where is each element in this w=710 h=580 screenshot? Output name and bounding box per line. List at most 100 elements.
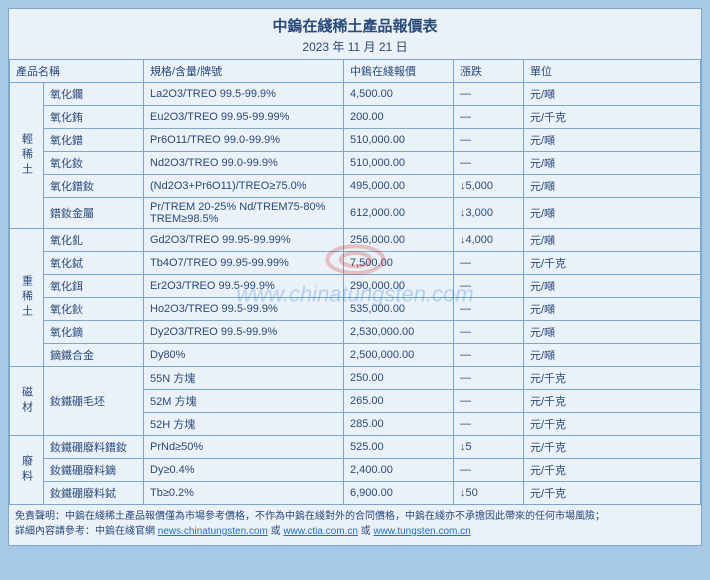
cell-change: —	[454, 390, 524, 413]
cell-change: ↓5	[454, 436, 524, 459]
table-row: 鐠釹金屬Pr/TREM 20-25% Nd/TREM75-80% TREM≥98…	[10, 198, 701, 229]
table-row: 氧化釹Nd2O3/TREO 99.0-99.9%510,000.00—元/噸	[10, 152, 701, 175]
cell-price: 510,000.00	[344, 129, 454, 152]
product-name: 氧化鏑	[44, 321, 144, 344]
group-label: 重稀土	[10, 229, 44, 367]
table-row: 氧化鏑Dy2O3/TREO 99.5-99.9%2,530,000.00—元/噸	[10, 321, 701, 344]
cell-change: ↓5,000	[454, 175, 524, 198]
cell-unit: 元/噸	[524, 229, 701, 252]
cell-unit: 元/千克	[524, 252, 701, 275]
cell-unit: 元/噸	[524, 83, 701, 106]
footer: 免責聲明：中鎢在綫稀土產品報價僅為市場參考價格，不作為中鎢在綫對外的合同價格，中…	[9, 505, 701, 545]
table-row: 氧化銪Eu2O3/TREO 99.95-99.99%200.00—元/千克	[10, 106, 701, 129]
cell-price: 250.00	[344, 367, 454, 390]
product-name: 氧化鐠	[44, 129, 144, 152]
table-title: 中鎢在綫稀土產品報價表	[9, 9, 701, 38]
group-label: 輕稀土	[10, 83, 44, 229]
cell-price: 265.00	[344, 390, 454, 413]
cell-unit: 元/噸	[524, 298, 701, 321]
cell-price: 2,500,000.00	[344, 344, 454, 367]
cell-spec: 55N 方塊	[144, 367, 344, 390]
product-name: 氧化釹	[44, 152, 144, 175]
link-tungsten[interactable]: www.tungsten.com.cn	[373, 526, 470, 537]
cell-spec: Nd2O3/TREO 99.0-99.9%	[144, 152, 344, 175]
table-row: 氧化鉺Er2O3/TREO 99.5-99.9%290,000.00—元/噸	[10, 275, 701, 298]
cell-change: —	[454, 367, 524, 390]
cell-change: —	[454, 413, 524, 436]
cell-unit: 元/千克	[524, 436, 701, 459]
cell-spec: La2O3/TREO 99.5-99.9%	[144, 83, 344, 106]
product-name: 氧化鋱	[44, 252, 144, 275]
cell-spec: Gd2O3/TREO 99.95-99.99%	[144, 229, 344, 252]
cell-change: ↓50	[454, 482, 524, 505]
cell-unit: 元/千克	[524, 390, 701, 413]
cell-unit: 元/噸	[524, 344, 701, 367]
cell-change: —	[454, 129, 524, 152]
table-row: 磁材釹鐵硼毛坯55N 方塊250.00—元/千克	[10, 367, 701, 390]
cell-unit: 元/噸	[524, 129, 701, 152]
cell-spec: Eu2O3/TREO 99.95-99.99%	[144, 106, 344, 129]
cell-unit: 元/千克	[524, 367, 701, 390]
details-prefix: 詳細內容請參考：中鎢在綫官網	[15, 526, 158, 537]
table-row: 釹鐵硼廢料鏑Dy≥0.4%2,400.00—元/千克	[10, 459, 701, 482]
product-name: 釹鐵硼毛坯	[44, 367, 144, 436]
product-name: 鏑鐵合金	[44, 344, 144, 367]
table-date: 2023 年 11 月 21 日	[9, 38, 701, 59]
link-ctia[interactable]: www.ctia.com.cn	[283, 526, 357, 537]
cell-unit: 元/千克	[524, 413, 701, 436]
cell-change: —	[454, 344, 524, 367]
cell-unit: 元/千克	[524, 106, 701, 129]
table-row: 輕稀土氧化鑭La2O3/TREO 99.5-99.9%4,500.00—元/噸	[10, 83, 701, 106]
link-or2: 或	[361, 526, 374, 537]
cell-change: —	[454, 459, 524, 482]
cell-spec: Pr/TREM 20-25% Nd/TREM75-80% TREM≥98.5%	[144, 198, 344, 229]
price-table-panel: 中鎢在綫稀土產品報價表 2023 年 11 月 21 日 產品名稱 規格/含量/…	[8, 8, 702, 546]
header-price: 中鎢在綫報價	[344, 60, 454, 83]
cell-change: ↓4,000	[454, 229, 524, 252]
table-row: 氧化鐠釹(Nd2O3+Pr6O11)/TREO≥75.0%495,000.00↓…	[10, 175, 701, 198]
cell-spec: Er2O3/TREO 99.5-99.9%	[144, 275, 344, 298]
product-name: 氧化鉺	[44, 275, 144, 298]
cell-change: —	[454, 252, 524, 275]
table-row: 重稀土氧化釓Gd2O3/TREO 99.95-99.99%256,000.00↓…	[10, 229, 701, 252]
header-change: 漲跌	[454, 60, 524, 83]
cell-spec: (Nd2O3+Pr6O11)/TREO≥75.0%	[144, 175, 344, 198]
cell-change: —	[454, 275, 524, 298]
cell-change: —	[454, 83, 524, 106]
cell-change: —	[454, 106, 524, 129]
cell-price: 6,900.00	[344, 482, 454, 505]
cell-unit: 元/噸	[524, 198, 701, 229]
group-label: 磁材	[10, 367, 44, 436]
cell-price: 4,500.00	[344, 83, 454, 106]
cell-spec: PrNd≥50%	[144, 436, 344, 459]
cell-change: ↓3,000	[454, 198, 524, 229]
header-unit: 單位	[524, 60, 701, 83]
cell-spec: Dy≥0.4%	[144, 459, 344, 482]
cell-spec: Pr6O11/TREO 99.0-99.9%	[144, 129, 344, 152]
cell-unit: 元/噸	[524, 321, 701, 344]
cell-change: —	[454, 321, 524, 344]
cell-unit: 元/千克	[524, 459, 701, 482]
cell-unit: 元/噸	[524, 152, 701, 175]
price-table: 產品名稱 規格/含量/牌號 中鎢在綫報價 漲跌 單位 輕稀土氧化鑭La2O3/T…	[9, 59, 701, 505]
cell-spec: Dy80%	[144, 344, 344, 367]
table-row: 廢料釹鐵硼廢料鐠釹PrNd≥50%525.00↓5元/千克	[10, 436, 701, 459]
cell-price: 495,000.00	[344, 175, 454, 198]
table-row: 釹鐵硼廢料鋱Tb≥0.2%6,900.00↓50元/千克	[10, 482, 701, 505]
link-news[interactable]: news.chinatungsten.com	[158, 526, 268, 537]
cell-price: 285.00	[344, 413, 454, 436]
table-row: 氧化鐠Pr6O11/TREO 99.0-99.9%510,000.00—元/噸	[10, 129, 701, 152]
cell-spec: Tb4O7/TREO 99.95-99.99%	[144, 252, 344, 275]
cell-price: 510,000.00	[344, 152, 454, 175]
disclaimer: 免責聲明：中鎢在綫稀土產品報價僅為市場參考價格，不作為中鎢在綫對外的合同價格，中…	[15, 509, 695, 524]
product-name: 鐠釹金屬	[44, 198, 144, 229]
cell-price: 612,000.00	[344, 198, 454, 229]
cell-unit: 元/噸	[524, 175, 701, 198]
cell-price: 256,000.00	[344, 229, 454, 252]
link-or1: 或	[271, 526, 284, 537]
cell-price: 7,500.00	[344, 252, 454, 275]
table-row: 氧化鈥Ho2O3/TREO 99.5-99.9%535,000.00—元/噸	[10, 298, 701, 321]
cell-unit: 元/千克	[524, 482, 701, 505]
header-row: 產品名稱 規格/含量/牌號 中鎢在綫報價 漲跌 單位	[10, 60, 701, 83]
cell-price: 2,400.00	[344, 459, 454, 482]
